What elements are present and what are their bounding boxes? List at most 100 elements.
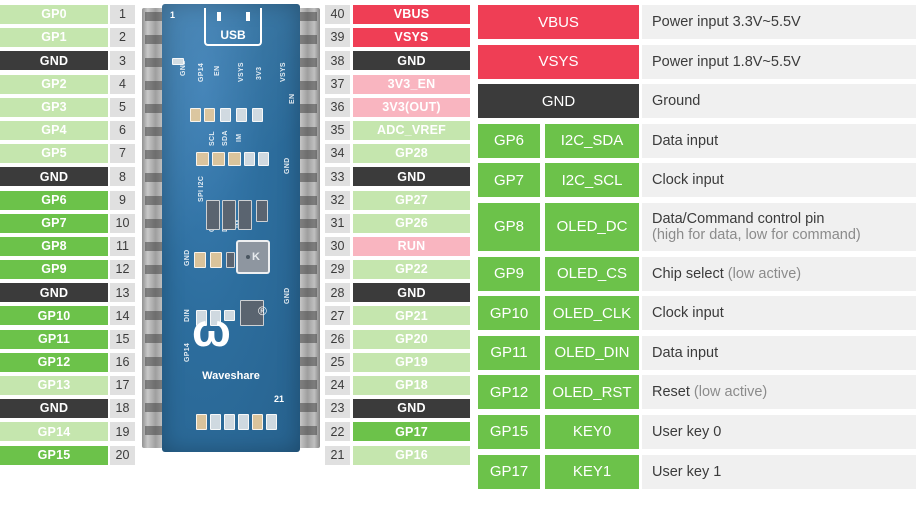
legend-description-text: Data/Command control pin: [652, 210, 825, 227]
pcb-component: [238, 200, 252, 230]
pin-row-right-22: 22 GP17: [325, 422, 470, 442]
pin-number: 26: [325, 329, 350, 349]
legend-row: GP12 OLED_RST Reset (low active): [478, 375, 916, 410]
pin-number: 9: [110, 190, 135, 210]
pin-number: 37: [325, 74, 350, 94]
legend-row: GP9 OLED_CS Chip select (low active): [478, 256, 916, 291]
legend-row: GP15 KEY0 User key 0: [478, 414, 916, 449]
pcb-pad: [204, 108, 215, 122]
pin-row-right-31: 31 GP26: [325, 213, 470, 233]
legend-row: VBUS Power input 3.3V~5.5V: [478, 5, 916, 39]
pcb-pad: [228, 152, 241, 166]
pcb-pin21-number: 21: [274, 394, 285, 404]
legend-description-text: Data input: [652, 344, 719, 361]
pin-number: 6: [110, 120, 135, 140]
silk-edge-vsys: VSYS: [280, 62, 287, 82]
pcb-pad: [196, 310, 207, 326]
legend-gpio-chip: GP17: [478, 454, 540, 489]
legend-description-main: Data input: [652, 345, 916, 361]
legend-function-chip: OLED_DC: [545, 202, 639, 251]
right-pin-column: 40 VBUS 39 VSYS 38 GND 37 3V3_EN 36 3V3(OUT) 35 ADC…: [325, 5, 470, 469]
pcb-pin1-number: 1: [170, 10, 176, 20]
pin-number: 21: [325, 445, 350, 465]
legend-description: Ground: [642, 84, 916, 119]
pin-row-left-16: GP12 16: [0, 352, 135, 372]
pin-label: GP21: [353, 306, 470, 326]
pin-label: GP0: [0, 5, 108, 24]
legend-description-text: User key 0: [652, 423, 722, 440]
legend-description-text: Power input 3.3V~5.5V: [652, 14, 801, 30]
pin-label: GND: [0, 283, 108, 303]
pin-row-left-19: GP14 19: [0, 422, 135, 442]
pcb-component: [222, 200, 236, 230]
pin-label: GP9: [0, 260, 108, 280]
pin-row-right-34: 34 GP28: [325, 144, 470, 164]
waveshare-logo-mark: ω: [192, 304, 231, 356]
pin-number: 15: [110, 329, 135, 349]
pin-number: 2: [110, 28, 135, 48]
legend-function-chip: I2C_SCL: [545, 163, 639, 198]
legend-description-text: User key 1: [652, 463, 722, 480]
pin-number: 32: [325, 190, 350, 210]
pcb-pad: [258, 152, 269, 166]
legend-signal-chip: VSYS: [478, 44, 639, 79]
pin-row-right-37: 37 3V3_EN: [325, 74, 470, 94]
pin-label: GP18: [353, 376, 470, 395]
pin-row-right-32: 32 GP27: [325, 190, 470, 210]
user-button-k[interactable]: K: [236, 240, 270, 274]
pin-label: GND: [353, 51, 470, 71]
pin-label: GP17: [353, 422, 470, 442]
legend-description-text: Clock input: [652, 305, 724, 322]
legend-description-text: Ground: [652, 93, 701, 110]
legend-table: VBUS Power input 3.3V~5.5V VSYS Power input…: [478, 5, 916, 494]
legend-signal-chip: GND: [478, 84, 639, 119]
legend-description-text: Reset: [652, 384, 690, 401]
legend-gpio-chip: GP10: [478, 296, 540, 331]
pin-label: GP3: [0, 97, 108, 117]
silk-clk: CLK: [209, 216, 216, 232]
waveshare-logo: ω: [192, 304, 268, 372]
pin-label: GND: [0, 399, 108, 419]
pin-label: GP6: [0, 190, 108, 210]
pcb-pad: [212, 152, 225, 166]
legend-description: Data input: [642, 123, 916, 158]
legend-gpio-chip: GP9: [478, 256, 540, 291]
pin-row-right-39: 39 VSYS: [325, 28, 470, 48]
pin-row-right-23: 23 GND: [325, 399, 470, 419]
legend-description-note: (low active): [723, 265, 802, 282]
legend-description: Chip select (low active): [642, 256, 916, 291]
pcb-component: [256, 200, 268, 222]
pin-number: 29: [325, 260, 350, 280]
button-dot: [246, 255, 251, 259]
pin-row-right-26: 26 GP20: [325, 329, 470, 349]
pin-number: 1: [110, 5, 135, 24]
legend-row: VSYS Power input 1.8V~5.5V: [478, 44, 916, 79]
silk-edge-gnd-2: GND: [284, 287, 291, 304]
pin-label: GP13: [0, 376, 108, 395]
pcb-ic: [240, 300, 264, 326]
silk-spi-i2c: SPI I2C: [198, 175, 205, 202]
legend-description-main: User key 0: [652, 424, 916, 440]
pin-row-left-8: GND 8: [0, 167, 135, 187]
pin-row-right-24: 24 GP18: [325, 376, 470, 395]
pcb-component: [206, 200, 220, 230]
pcb-pad: [196, 152, 209, 166]
pin-label: GP16: [353, 445, 470, 465]
pin-row-left-11: GP8 11: [0, 236, 135, 256]
pin-number: 17: [110, 376, 135, 395]
pcb-pad: [220, 108, 231, 122]
pcb-pad: [224, 310, 235, 321]
silk-gnd: GND: [180, 59, 187, 76]
pin-row-right-25: 25 GP19: [325, 352, 470, 372]
pin-row-left-12: GP9 12: [0, 260, 135, 280]
pin-row-right-35: 35 ADC_VREF: [325, 120, 470, 140]
pin-number: 30: [325, 236, 350, 256]
pin-label: RUN: [353, 236, 470, 256]
pin-row-right-33: 33 GND: [325, 167, 470, 187]
legend-function-chip: KEY1: [545, 454, 639, 489]
pin-label: 3V3_EN: [353, 74, 470, 94]
legend-description-text: Chip select: [652, 265, 724, 282]
legend-gpio-chip: GP6: [478, 123, 540, 158]
pin-label: ADC_VREF: [353, 120, 470, 140]
pin-label: GP12: [0, 352, 108, 372]
